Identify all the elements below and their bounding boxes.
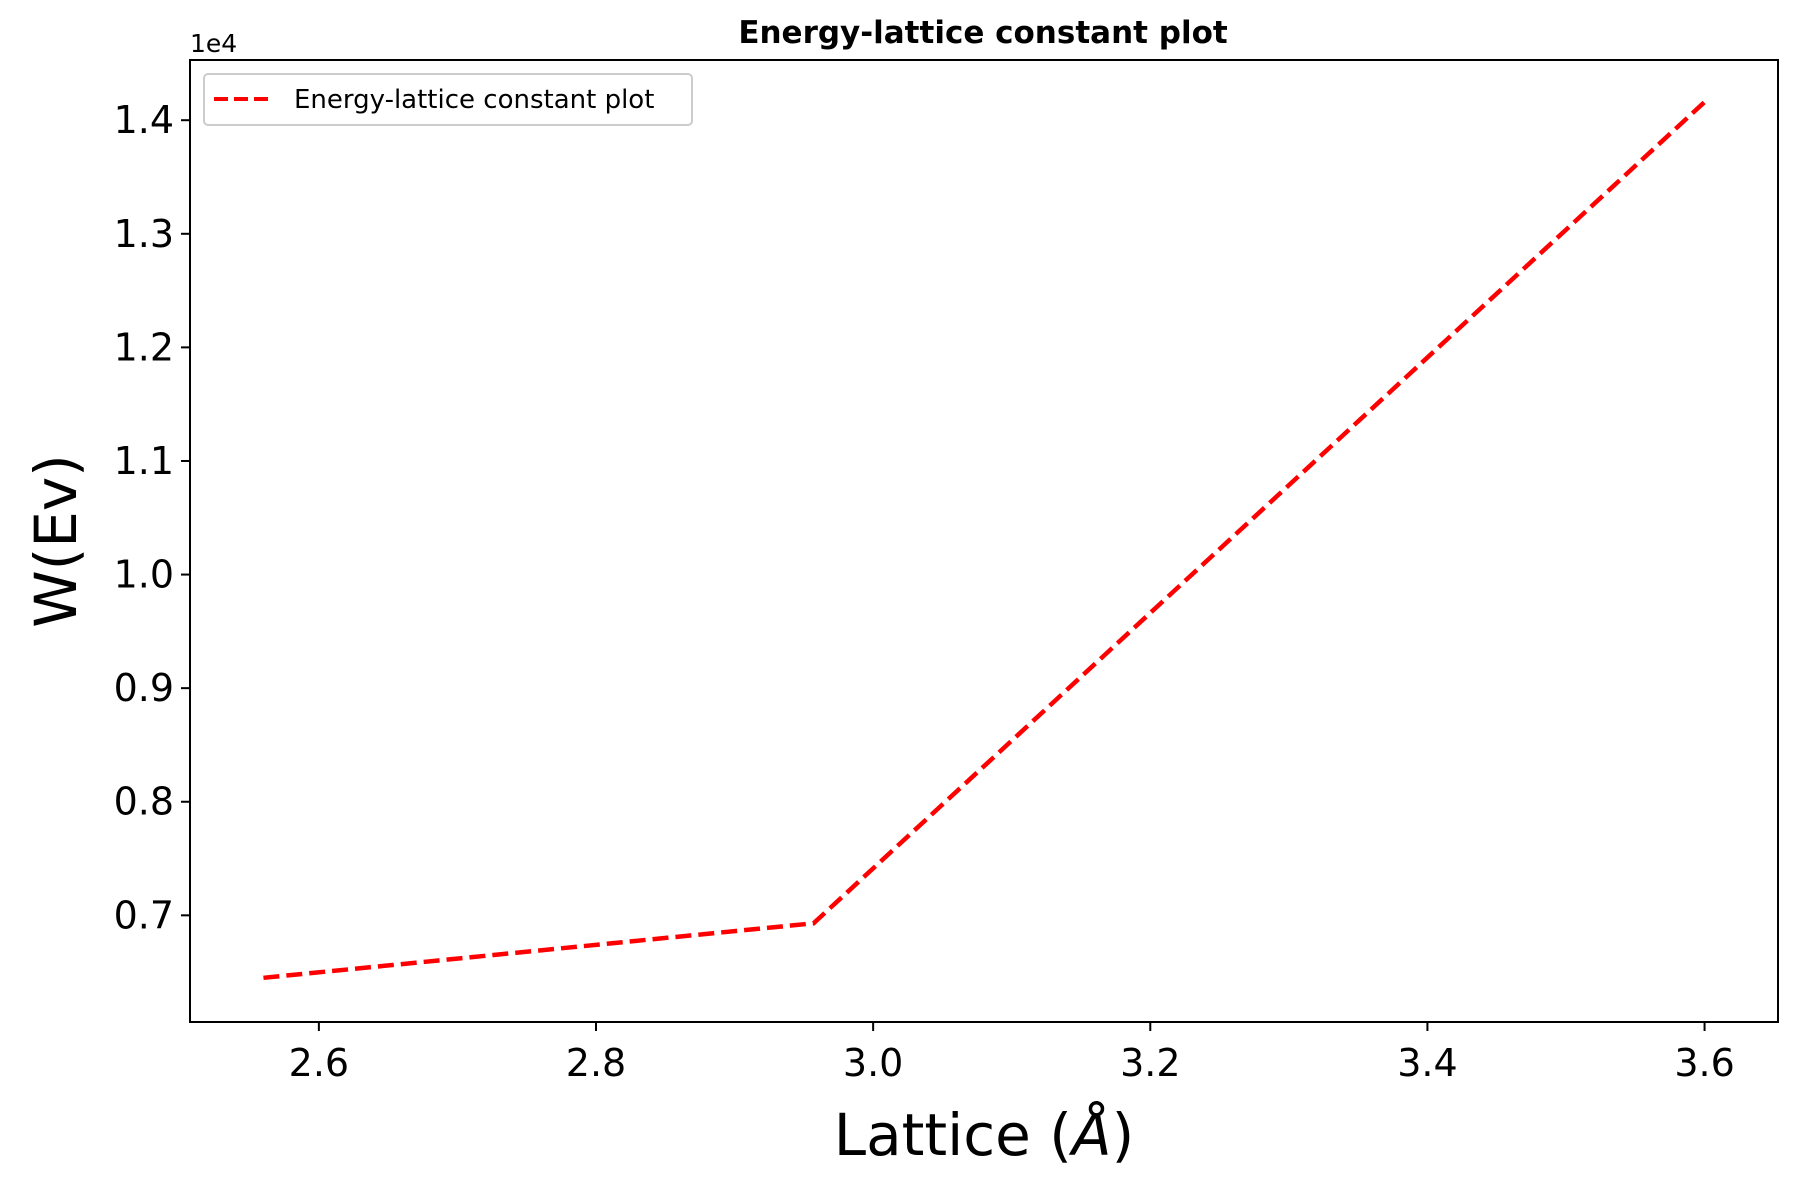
x-tick-label: 3.4 [1397, 1041, 1457, 1085]
x-tick-label: 3.2 [1120, 1041, 1180, 1085]
y-offset-label: 1e4 [190, 29, 237, 58]
x-tick-label: 3.0 [843, 1041, 903, 1085]
plot-frame [189, 59, 1779, 1023]
plot-area [263, 100, 1707, 981]
y-tick-label: 1.3 [114, 212, 174, 256]
x-tick-label: 2.8 [566, 1041, 626, 1085]
y-axis-ticks: 0.7 0.8 0.9 1.0 1.1 1.2 1.3 1.4 [114, 98, 190, 937]
x-axis-label-close: ) [1112, 1101, 1135, 1169]
series-line [263, 100, 1707, 981]
legend-entry-label: Energy-lattice constant plot [294, 85, 654, 115]
y-tick-label: 1.4 [114, 98, 174, 142]
y-tick-label: 1.1 [114, 439, 174, 483]
x-axis-ticks: 2.6 2.8 3.0 3.2 3.4 3.6 [289, 1022, 1735, 1085]
x-tick-label: 2.6 [289, 1041, 349, 1085]
x-axis-label-symbol: Å [1068, 1100, 1112, 1169]
x-axis-label: Lattice (Å) [834, 1100, 1134, 1169]
chart-title: Energy-lattice constant plot [738, 15, 1228, 51]
y-tick-label: 0.9 [114, 666, 174, 710]
y-tick-label: 0.8 [114, 780, 174, 824]
y-axis-label: W(Ev) [22, 454, 90, 628]
y-tick-label: 0.7 [114, 893, 174, 937]
legend: Energy-lattice constant plot [203, 73, 693, 126]
x-tick-label: 3.6 [1674, 1041, 1734, 1085]
y-tick-label: 1.0 [114, 553, 174, 597]
y-tick-label: 1.2 [114, 325, 174, 369]
x-axis-label-main: Lattice ( [834, 1101, 1072, 1169]
legend-box [203, 73, 693, 126]
